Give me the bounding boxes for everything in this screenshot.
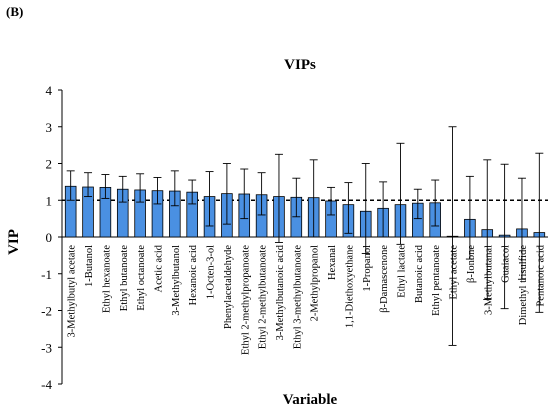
category-label: 3-Methylbutanol [171, 245, 182, 316]
category-label: Ethyl 3-methylbutanoate [292, 245, 303, 349]
category-label: Ethyl pentanoate [431, 245, 442, 316]
y-tick-label: 0 [46, 230, 53, 245]
category-label: Dimethyl trisulfide [518, 245, 529, 326]
category-label: Acetic acid [153, 244, 164, 292]
bars-group [64, 185, 546, 238]
category-label: 1,1-Diethoxyethane [344, 245, 355, 328]
y-tick-label: 4 [46, 83, 53, 98]
category-label: 1-Octen-3-ol [206, 245, 217, 299]
category-label: Ethyl 2-methylbutanoate [258, 245, 269, 349]
y-tick-label: 2 [46, 157, 53, 172]
category-label: β-Ionone [466, 245, 477, 283]
category-label: 1-Butanol [84, 245, 95, 287]
category-labels-group: 3-Methylbutyl acetate 1-Butanol Ethyl hexa… [67, 244, 547, 355]
category-label: β-Damascenone [379, 245, 390, 313]
category-label: Phenylacetaldehyde [223, 245, 234, 329]
y-tick-label: 3 [46, 120, 53, 135]
y-tick-label: -1 [41, 267, 52, 282]
y-tick-label: -2 [41, 304, 52, 319]
category-label: 3-Methylbutanoic acid [275, 244, 286, 340]
category-label: 3-Methylbutanal [483, 245, 494, 315]
category-label: Hexanal [327, 245, 338, 280]
category-label: 3-Methylbutyl acetate [67, 245, 78, 338]
category-label: Pentanoic acid [535, 244, 546, 306]
category-label: Ethyl hexanoate [101, 245, 112, 313]
x-axis-label: Variable [283, 392, 338, 408]
category-label: Ethyl butanoate [119, 245, 130, 312]
panel-label: (B) [6, 4, 24, 19]
y-tick-label: -4 [41, 377, 52, 392]
category-label: Hexanoic acid [188, 244, 199, 305]
y-tick-label: 1 [46, 193, 53, 208]
category-label: Guaiacol [501, 245, 512, 283]
y-axis-label: VIP [6, 229, 22, 255]
error-bars-group [66, 126, 544, 346]
chart-title: VIPs [284, 57, 316, 73]
category-label: Butanoic acid [414, 244, 425, 303]
category-label: Ethyl octanoate [136, 245, 147, 311]
category-label: Ethyl acetate [449, 245, 460, 300]
category-label: 2-Methylpropanol [310, 245, 321, 321]
category-label: 1-Propanol [362, 245, 373, 292]
category-label: Ethyl lactate [396, 245, 407, 298]
y-tick-label: -3 [41, 340, 52, 355]
category-label: Ethyl 2-methylpropanoate [240, 245, 251, 355]
